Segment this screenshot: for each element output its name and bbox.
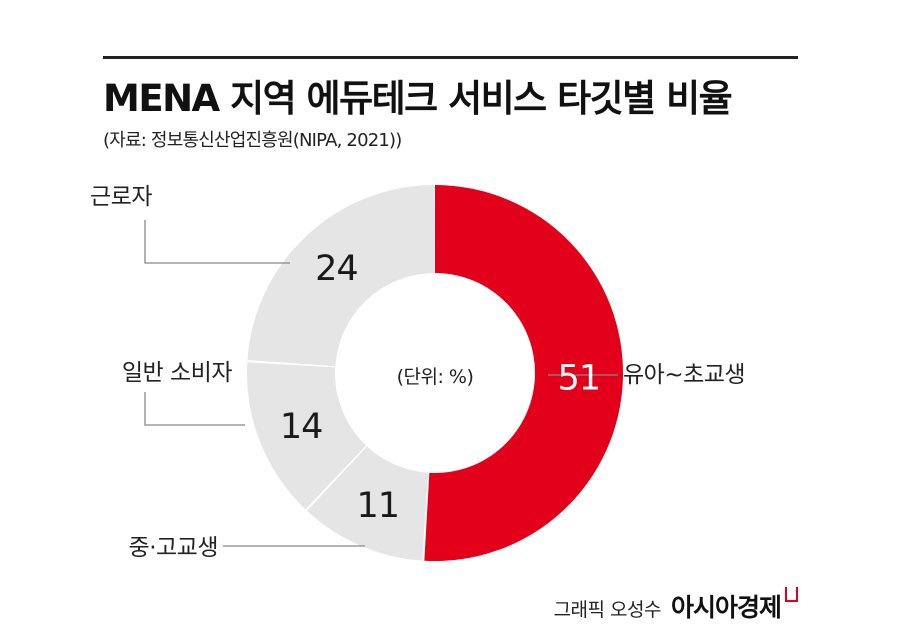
leader-lines: [144, 220, 618, 547]
publisher-logo: 아시아경제: [670, 593, 782, 622]
slice-labels: 51 유아~초교생 11 중·고교생 14 일반 소비자 24 근로자: [90, 184, 746, 561]
value-label-중-고교생: 11: [357, 486, 400, 526]
leader-line-일반-소비자: [144, 392, 245, 426]
chart-source: (자료: 정보통신산업진흥원(NIPA, 2021)): [103, 130, 402, 151]
value-label-근로자: 24: [315, 249, 358, 289]
top-rule: [103, 56, 798, 59]
value-label-유아-초교생: 51: [558, 359, 601, 399]
unit-label: (단위: %): [397, 366, 474, 388]
graphic-credit: 그래픽 오성수: [553, 599, 662, 621]
category-label-일반-소비자: 일반 소비자: [122, 360, 232, 386]
slices: [247, 185, 624, 561]
slice-근로자: [247, 185, 435, 367]
chart-title: MENA 지역 에듀테크 서비스 타깃별 비율: [103, 77, 733, 120]
publisher-logo-mark: [785, 587, 798, 602]
slice-유아-초교생: [424, 185, 624, 561]
slice-중-고교생: [307, 446, 429, 561]
leader-line-근로자: [144, 220, 290, 264]
category-label-중-고교생: 중·고교생: [129, 535, 218, 561]
slice-일반-소비자: [247, 362, 367, 510]
credit: 그래픽 오성수 아시아경제: [553, 587, 798, 624]
value-label-일반-소비자: 14: [280, 407, 323, 447]
category-label-유아-초교생: 유아~초교생: [623, 362, 745, 388]
category-label-근로자: 근로자: [90, 184, 152, 210]
